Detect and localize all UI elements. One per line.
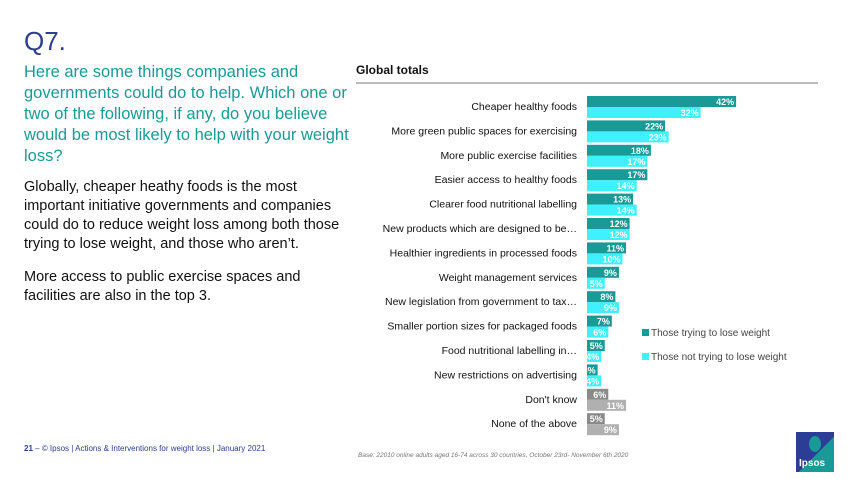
bar-not-trying [587,424,619,436]
data-label: 10% [602,254,620,264]
data-label: 42% [716,97,734,107]
data-label: 32% [681,108,699,118]
bar-not-trying [587,131,669,143]
ipsos-logo: Ipsos [796,432,834,472]
data-label: 11% [607,243,625,253]
base-note: Base: 22010 online adults aged 16-74 acr… [358,452,629,459]
category-label: Weight management services [439,272,577,284]
data-label: 17% [627,170,645,180]
category-label: Clearer food nutritional labelling [429,199,577,211]
page-number: 21 [24,444,33,453]
footer: 21 – © Ipsos | Actions & Interventions f… [24,444,265,453]
data-label: 14% [617,181,635,191]
chart-title-divider [356,82,818,84]
data-label: 12% [610,219,628,229]
summary-paragraph: More access to public exercise spaces an… [24,269,301,304]
bar-trying [587,96,737,107]
category-label: Food nutritional labelling in… [442,345,577,357]
bar-trying [587,242,627,254]
bar-trying [587,266,619,278]
bar-trying [587,364,598,376]
bar-not-trying [587,326,609,338]
category-label: Easier access to healthy foods [435,174,577,186]
summary-paragraph: Globally, cheaper heathy foods is the mo… [24,179,340,252]
bar-trying [587,388,609,400]
bar-trying [587,193,634,205]
bar-not-trying [587,302,619,314]
chart-title: Global totals [356,63,429,77]
category-label: Don't know [525,394,577,406]
data-label: 22% [645,121,663,131]
data-label: 7% [597,317,610,327]
data-label: 8% [600,292,613,302]
category-label: None of the above [491,418,577,430]
bar-trying [587,169,648,181]
bar-trying [587,413,605,425]
bar-trying [587,291,616,303]
bar-trying [587,144,651,156]
bar-not-trying [587,351,602,362]
data-label: 3% [583,365,596,375]
data-label: 9% [604,268,617,278]
data-label: 5% [590,414,603,424]
data-label: 18% [631,146,649,156]
data-label: 12% [610,230,628,240]
bar-trying [587,218,630,229]
legend-label: Those trying to lose weight [651,328,770,339]
data-label: 23% [649,132,667,142]
category-label: New restrictions on advertising [434,369,577,381]
question-text: Here are some things companies and gover… [24,63,349,165]
category-label: New legislation from government to tax… [385,296,577,308]
data-label: 5% [590,279,603,289]
summary: Globally, cheaper heathy foods is the mo… [24,178,354,320]
footer-text: – © Ipsos | Actions & Interventions for … [35,444,266,453]
category-label: Cheaper healthy foods [471,101,577,113]
data-label: 14% [617,206,635,216]
data-label: 5% [590,341,603,351]
bar-not-trying [587,253,623,265]
data-label: 6% [593,390,606,400]
data-label: 17% [627,157,645,167]
data-label: 4% [586,376,599,386]
category-label: More public exercise facilities [440,150,577,162]
bar-trying [587,120,666,132]
bar-not-trying [587,107,701,118]
bar-trying [587,340,605,351]
question-number: Q7. [24,26,66,56]
data-label: 9% [604,425,617,435]
data-label: 6% [593,328,606,338]
bar-not-trying [587,277,605,289]
category-label: Healthier ingredients in processed foods [390,247,577,259]
legend-label: Those not trying to lose weight [651,352,787,363]
legend-swatch [642,329,649,336]
legend-swatch [642,353,649,360]
data-label: 4% [586,352,599,362]
logo-head-icon [809,436,821,452]
logo-text: Ipsos [799,458,826,469]
data-label: 11% [607,401,625,411]
bar-not-trying [587,155,648,167]
category-label: More green public spaces for exercising [391,125,577,137]
bar-not-trying [587,180,637,192]
category-label: New products which are designed to be… [383,223,577,235]
bar-not-trying [587,204,637,216]
bar-not-trying [587,399,627,411]
bar-not-trying [587,375,602,387]
category-label: Smaller portion sizes for packaged foods [387,321,577,333]
data-label: 13% [613,195,631,205]
bar-not-trying [587,229,630,240]
bar-trying [587,315,612,327]
data-label: 9% [604,303,617,313]
